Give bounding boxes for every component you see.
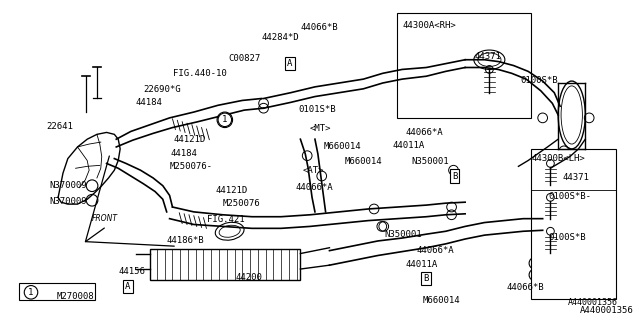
Text: B: B <box>424 274 429 283</box>
Bar <box>19 283 95 300</box>
Text: 44184: 44184 <box>170 149 197 158</box>
Text: 44186*B: 44186*B <box>166 236 204 245</box>
Text: M660014: M660014 <box>345 157 383 166</box>
Text: N350001: N350001 <box>385 230 422 239</box>
Ellipse shape <box>561 86 582 144</box>
Text: N370009: N370009 <box>49 197 87 206</box>
Text: C00827: C00827 <box>228 54 261 63</box>
Ellipse shape <box>219 225 240 237</box>
Text: 0101S*B: 0101S*B <box>298 105 336 114</box>
Text: M250076: M250076 <box>223 199 260 208</box>
Text: FIG.421: FIG.421 <box>207 215 245 224</box>
Text: 22690*G: 22690*G <box>143 85 181 94</box>
Text: FIG.440-10: FIG.440-10 <box>173 69 227 78</box>
Text: 44066*B: 44066*B <box>507 283 545 292</box>
Text: 44371: 44371 <box>475 52 502 61</box>
Text: M660014: M660014 <box>422 296 460 305</box>
Text: 44200: 44200 <box>236 273 262 282</box>
Text: <MT>: <MT> <box>310 124 332 133</box>
Text: M270008: M270008 <box>56 292 94 301</box>
Ellipse shape <box>215 222 244 240</box>
Text: 44011A: 44011A <box>405 260 437 269</box>
Ellipse shape <box>540 263 600 290</box>
Text: B: B <box>452 172 457 180</box>
Text: N370009: N370009 <box>49 181 87 190</box>
Text: N350001: N350001 <box>411 157 449 166</box>
Text: A440001356: A440001356 <box>568 298 618 307</box>
Ellipse shape <box>477 53 501 67</box>
Text: 44300A<RH>: 44300A<RH> <box>402 21 456 30</box>
Text: 0100S*B-: 0100S*B- <box>548 193 591 202</box>
Text: 44066*A: 44066*A <box>296 183 333 192</box>
Ellipse shape <box>558 81 586 149</box>
Text: 44284*D: 44284*D <box>262 33 300 42</box>
Text: M660014: M660014 <box>324 142 362 151</box>
Text: 1: 1 <box>28 288 34 297</box>
Text: <AT>: <AT> <box>302 166 324 175</box>
Ellipse shape <box>474 50 505 69</box>
Text: A: A <box>125 282 131 291</box>
Text: 44066*A: 44066*A <box>405 128 443 137</box>
Text: A440001356: A440001356 <box>579 306 633 315</box>
Text: 44371: 44371 <box>562 173 589 182</box>
Text: 44011A: 44011A <box>392 141 425 150</box>
Text: 0100S*B: 0100S*B <box>548 233 586 242</box>
Text: 44184: 44184 <box>136 99 163 108</box>
Text: FRONT: FRONT <box>92 214 118 223</box>
Bar <box>397 13 531 118</box>
Text: 44121D: 44121D <box>173 135 205 144</box>
Text: 1: 1 <box>222 115 227 124</box>
Text: 44066*B: 44066*B <box>300 23 338 32</box>
Text: 44066*A: 44066*A <box>417 246 454 255</box>
Text: 22641: 22641 <box>47 122 74 131</box>
Text: 44156: 44156 <box>118 267 145 276</box>
Bar <box>150 249 300 280</box>
Text: 44300B<LH>: 44300B<LH> <box>531 154 585 163</box>
Bar <box>531 149 616 299</box>
Text: M250076-: M250076- <box>170 163 212 172</box>
Text: A: A <box>287 59 292 68</box>
Text: 44121D: 44121D <box>215 186 248 195</box>
Ellipse shape <box>534 258 606 295</box>
Text: 0100S*B: 0100S*B <box>520 76 558 85</box>
